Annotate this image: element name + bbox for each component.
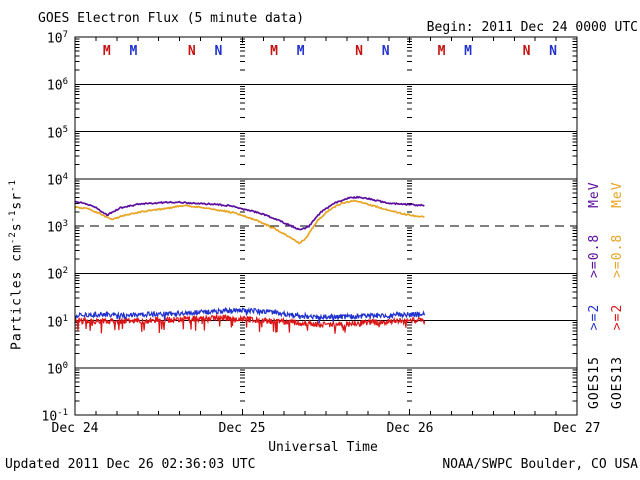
satellite-marker-N: N [523,44,531,59]
legend-goes15: GOES15 >=2 >=0.8 MeV [587,181,602,409]
satellite-marker-M: M [129,44,137,59]
y-tick-label: 105 [46,124,68,141]
legend-goes13-label: GOES13 [610,356,625,409]
legend-goes15-mev: MeV [587,181,602,208]
legend-goes15-label: GOES15 [587,356,602,409]
y-axis-ticks [75,38,577,402]
satellite-marker-N: N [549,44,557,59]
source-credit: NOAA/SWPC Boulder, CO USA [442,457,638,472]
plot-frame [74,36,578,416]
day-boundary-ruler [239,38,245,402]
legend-goes13: GOES13 >=2 >=0.8 MeV [610,181,625,409]
satellite-marker-N: N [214,44,222,59]
page-title: GOES Electron Flux (5 minute data) [38,11,305,26]
y-tick-label: 100 [46,360,68,378]
legend-goes15-ge2: >=2 [587,303,602,331]
satellite-marker-M: M [438,44,446,59]
x-axis-ticks [95,37,557,415]
legend-goes13-mev: MeV [610,181,625,208]
y-tick-label: 102 [46,266,68,283]
x-axis-title: Universal Time [268,440,378,455]
gridlines [75,83,577,369]
x-tick-dec26: Dec 26 [386,421,434,436]
begin-timestamp: Begin: 2011 Dec 24 0000 UTC [426,20,638,35]
legend-goes13-ge2: >=2 [610,303,625,331]
satellite-marker-M: M [464,44,472,59]
trace-goes15-e08 [74,195,425,231]
y-tick-label: 107 [46,30,68,47]
satellite-marker-N: N [188,44,196,59]
satellite-marker-M: M [270,44,278,59]
satellite-marker-N: N [382,44,390,59]
day-boundary-ruler [407,38,413,402]
x-tick-dec27: Dec 27 [553,421,601,436]
trace-goes13-e2 [74,313,426,334]
satellite-marker-M: M [297,44,305,59]
y-tick-label: 104 [46,171,68,189]
y-tick-label: 101 [46,313,68,330]
legend-goes13-ge08: >=0.8 [610,233,625,278]
y-tick-label: 10-1 [41,408,69,425]
legend-goes15-ge08: >=0.8 [587,233,602,278]
trace-goes13-e08 [74,199,425,245]
trace-goes15-e2 [74,306,426,324]
satellite-marker-M: M [103,44,111,59]
y-tick-label: 103 [46,219,68,236]
x-tick-dec24: Dec 24 [51,421,99,436]
y-tick-label: 106 [46,77,68,94]
updated-timestamp: Updated 2011 Dec 26 02:36:03 UTC [5,457,256,472]
x-tick-dec25: Dec 25 [218,421,266,436]
satellite-marker-N: N [355,44,363,59]
